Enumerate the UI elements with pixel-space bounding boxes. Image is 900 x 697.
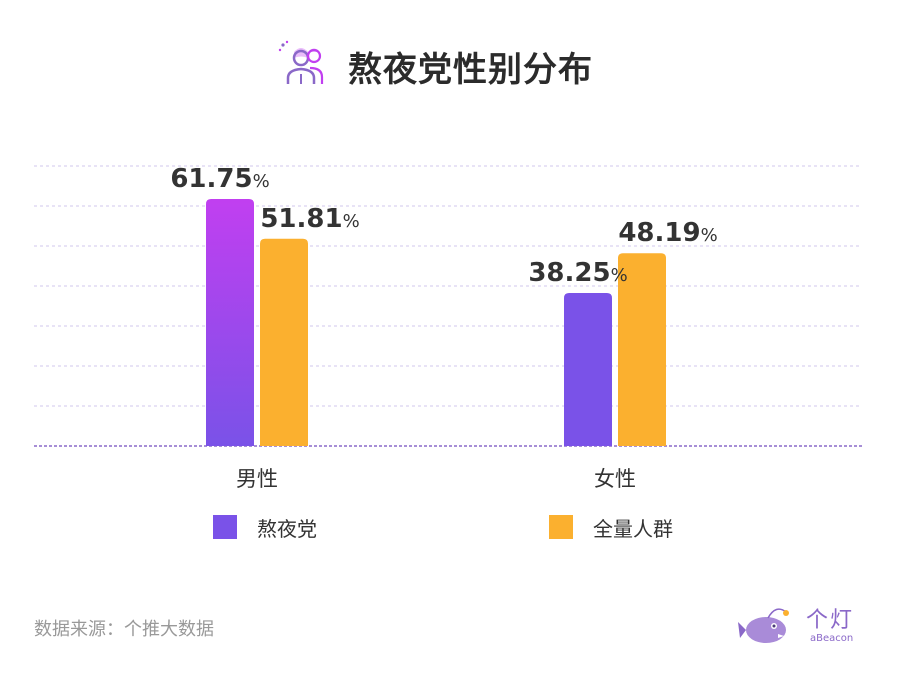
- people-icon: [278, 40, 324, 84]
- legend-item-all-people: 全量人群: [549, 512, 673, 542]
- bar-night-owl-0: [206, 199, 254, 446]
- legend-swatch-night-owl: [213, 515, 237, 539]
- category-label: 女性: [594, 467, 636, 491]
- title-bar: 熬夜党性别分布: [0, 38, 900, 90]
- data-label: 51.81%: [260, 204, 359, 234]
- legend-label-night-owl: 熬夜党: [257, 516, 317, 541]
- grid-lines: [34, 165, 862, 447]
- data-labels: 61.75% 51.81% 38.25% 48.19%: [170, 164, 717, 288]
- legend-label-all-people: 全量人群: [593, 516, 673, 541]
- legend-item-night-owl: 熬夜党: [213, 512, 317, 542]
- data-label: 61.75%: [170, 164, 269, 194]
- bar-all-people-1: [618, 253, 666, 446]
- category-labels: 男性 女性: [236, 467, 636, 491]
- data-label: 38.25%: [528, 258, 627, 288]
- bar-all-people-0: [260, 238, 308, 446]
- gender-bar-chart: 61.75% 51.81% 38.25% 48.19% 男性 女性: [34, 164, 862, 491]
- bar-night-owl-1: [564, 293, 612, 446]
- logo-subtext: aBeacon: [810, 633, 854, 644]
- anglerfish-logo-icon: [738, 608, 789, 643]
- data-label: 48.19%: [618, 218, 717, 248]
- bars: [206, 199, 666, 446]
- legend-swatch-all-people: [549, 515, 573, 539]
- data-source: 数据来源：个推大数据: [34, 619, 214, 640]
- logo-text: 个灯: [806, 608, 855, 633]
- category-label: 男性: [236, 467, 278, 491]
- page-title: 熬夜党性别分布: [348, 50, 593, 90]
